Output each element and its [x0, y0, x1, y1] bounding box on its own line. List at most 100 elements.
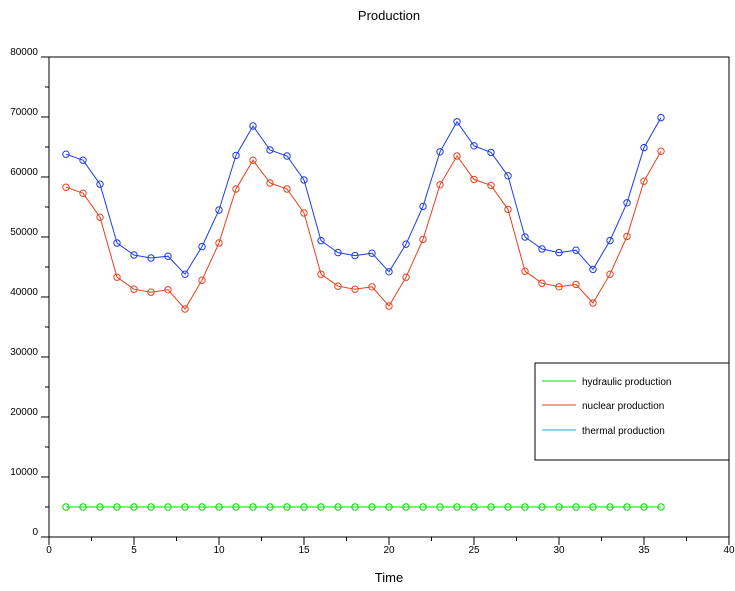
data-point-total	[487, 148, 495, 157]
data-point-nuclear	[79, 189, 87, 197]
data-point-total	[249, 122, 257, 130]
data-point-hydraulic	[419, 503, 427, 511]
data-point-nuclear	[657, 147, 665, 155]
data-point-total	[113, 239, 121, 247]
data-point-hydraulic	[504, 503, 512, 511]
data-point-total	[283, 152, 291, 160]
data-point-total	[317, 236, 325, 245]
data-point-hydraulic	[555, 503, 563, 511]
data-point-hydraulic	[232, 503, 240, 511]
data-point-total	[232, 151, 240, 160]
data-point-hydraulic	[249, 503, 257, 511]
data-point-nuclear	[453, 152, 461, 160]
data-point-hydraulic	[470, 503, 478, 511]
y-axis-ticks: 0 10000 20000 30000 40000 50000 60000 70000 8000…	[10, 47, 49, 538]
data-point-total	[504, 172, 512, 180]
x-tick-label: 5	[131, 545, 137, 556]
data-point-total	[453, 118, 461, 126]
data-point-total	[164, 252, 172, 260]
data-point-nuclear	[368, 283, 376, 291]
data-point-total	[147, 254, 155, 262]
data-point-nuclear	[504, 205, 512, 214]
data-point-hydraulic	[62, 503, 70, 511]
data-point-total	[181, 270, 189, 278]
data-point-hydraulic	[130, 503, 138, 511]
data-point-nuclear	[283, 185, 291, 193]
data-point-nuclear	[249, 156, 257, 164]
data-point-nuclear	[470, 175, 478, 184]
y-tick-label: 30000	[10, 347, 38, 358]
data-point-nuclear	[572, 280, 580, 289]
data-point-nuclear	[402, 273, 410, 281]
data-point-total	[640, 143, 648, 152]
x-tick-label: 30	[553, 545, 565, 556]
data-point-hydraulic	[589, 503, 597, 511]
x-tick-label: 10	[213, 545, 225, 556]
y-tick-label: 70000	[10, 107, 38, 118]
data-point-hydraulic	[96, 503, 104, 511]
data-point-total	[572, 246, 580, 254]
legend: hydraulic production nuclear production …	[534, 362, 730, 461]
data-point-total	[96, 180, 104, 188]
y-tick-label: 10000	[10, 467, 38, 478]
data-point-total	[419, 202, 427, 211]
data-point-total	[215, 206, 223, 214]
data-point-nuclear	[147, 288, 155, 296]
data-point-total	[657, 113, 665, 122]
data-point-nuclear	[606, 270, 614, 278]
chart-title: Production	[358, 8, 420, 23]
data-point-nuclear	[589, 299, 597, 307]
data-point-hydraulic	[436, 503, 444, 511]
data-point-nuclear	[334, 282, 342, 290]
data-point-total	[368, 249, 376, 257]
x-tick-label: 40	[723, 545, 735, 556]
data-point-nuclear	[181, 305, 189, 313]
data-point-hydraulic	[147, 503, 155, 511]
data-point-hydraulic	[538, 503, 546, 511]
data-point-hydraulic	[623, 503, 631, 511]
data-point-total	[351, 251, 359, 260]
data-point-nuclear	[96, 213, 104, 221]
data-point-nuclear	[317, 270, 325, 278]
legend-label-hydraulic: hydraulic production	[582, 377, 672, 388]
data-point-nuclear	[62, 183, 70, 191]
data-point-hydraulic	[317, 503, 325, 511]
y-tick-label: 40000	[10, 287, 38, 298]
data-point-nuclear	[521, 267, 529, 275]
data-point-total	[589, 265, 597, 274]
data-point-nuclear	[351, 285, 359, 293]
data-point-hydraulic	[283, 503, 291, 511]
data-point-total	[130, 251, 138, 259]
legend-label-thermal: thermal production	[582, 426, 665, 437]
data-point-total	[334, 248, 342, 257]
data-point-total	[300, 176, 308, 184]
data-point-hydraulic	[572, 503, 580, 511]
data-point-hydraulic	[300, 503, 308, 511]
data-point-nuclear	[436, 181, 444, 189]
series-line-nuclear	[65, 150, 662, 310]
data-point-nuclear	[538, 279, 546, 287]
data-point-hydraulic	[640, 503, 648, 511]
data-point-nuclear	[232, 185, 240, 193]
data-point-nuclear	[215, 239, 223, 247]
data-point-nuclear	[300, 209, 308, 217]
data-point-nuclear	[623, 232, 631, 241]
data-point-hydraulic	[402, 503, 410, 511]
data-point-hydraulic	[198, 503, 206, 511]
data-point-total	[623, 199, 631, 207]
data-point-nuclear	[130, 285, 138, 293]
data-point-hydraulic	[351, 503, 359, 511]
data-point-hydraulic	[334, 503, 342, 511]
data-point-hydraulic	[113, 503, 121, 511]
y-tick-label: 0	[32, 527, 38, 538]
data-point-hydraulic	[385, 503, 393, 511]
data-point-nuclear	[487, 181, 495, 190]
data-point-total	[555, 248, 563, 257]
data-point-hydraulic	[657, 503, 665, 511]
data-point-hydraulic	[368, 503, 376, 511]
data-point-total	[436, 148, 444, 156]
data-point-total	[470, 142, 478, 150]
x-axis-ticks: 0 5 10 15 20 25 30 35 40	[46, 537, 735, 556]
data-point-hydraulic	[453, 503, 461, 511]
